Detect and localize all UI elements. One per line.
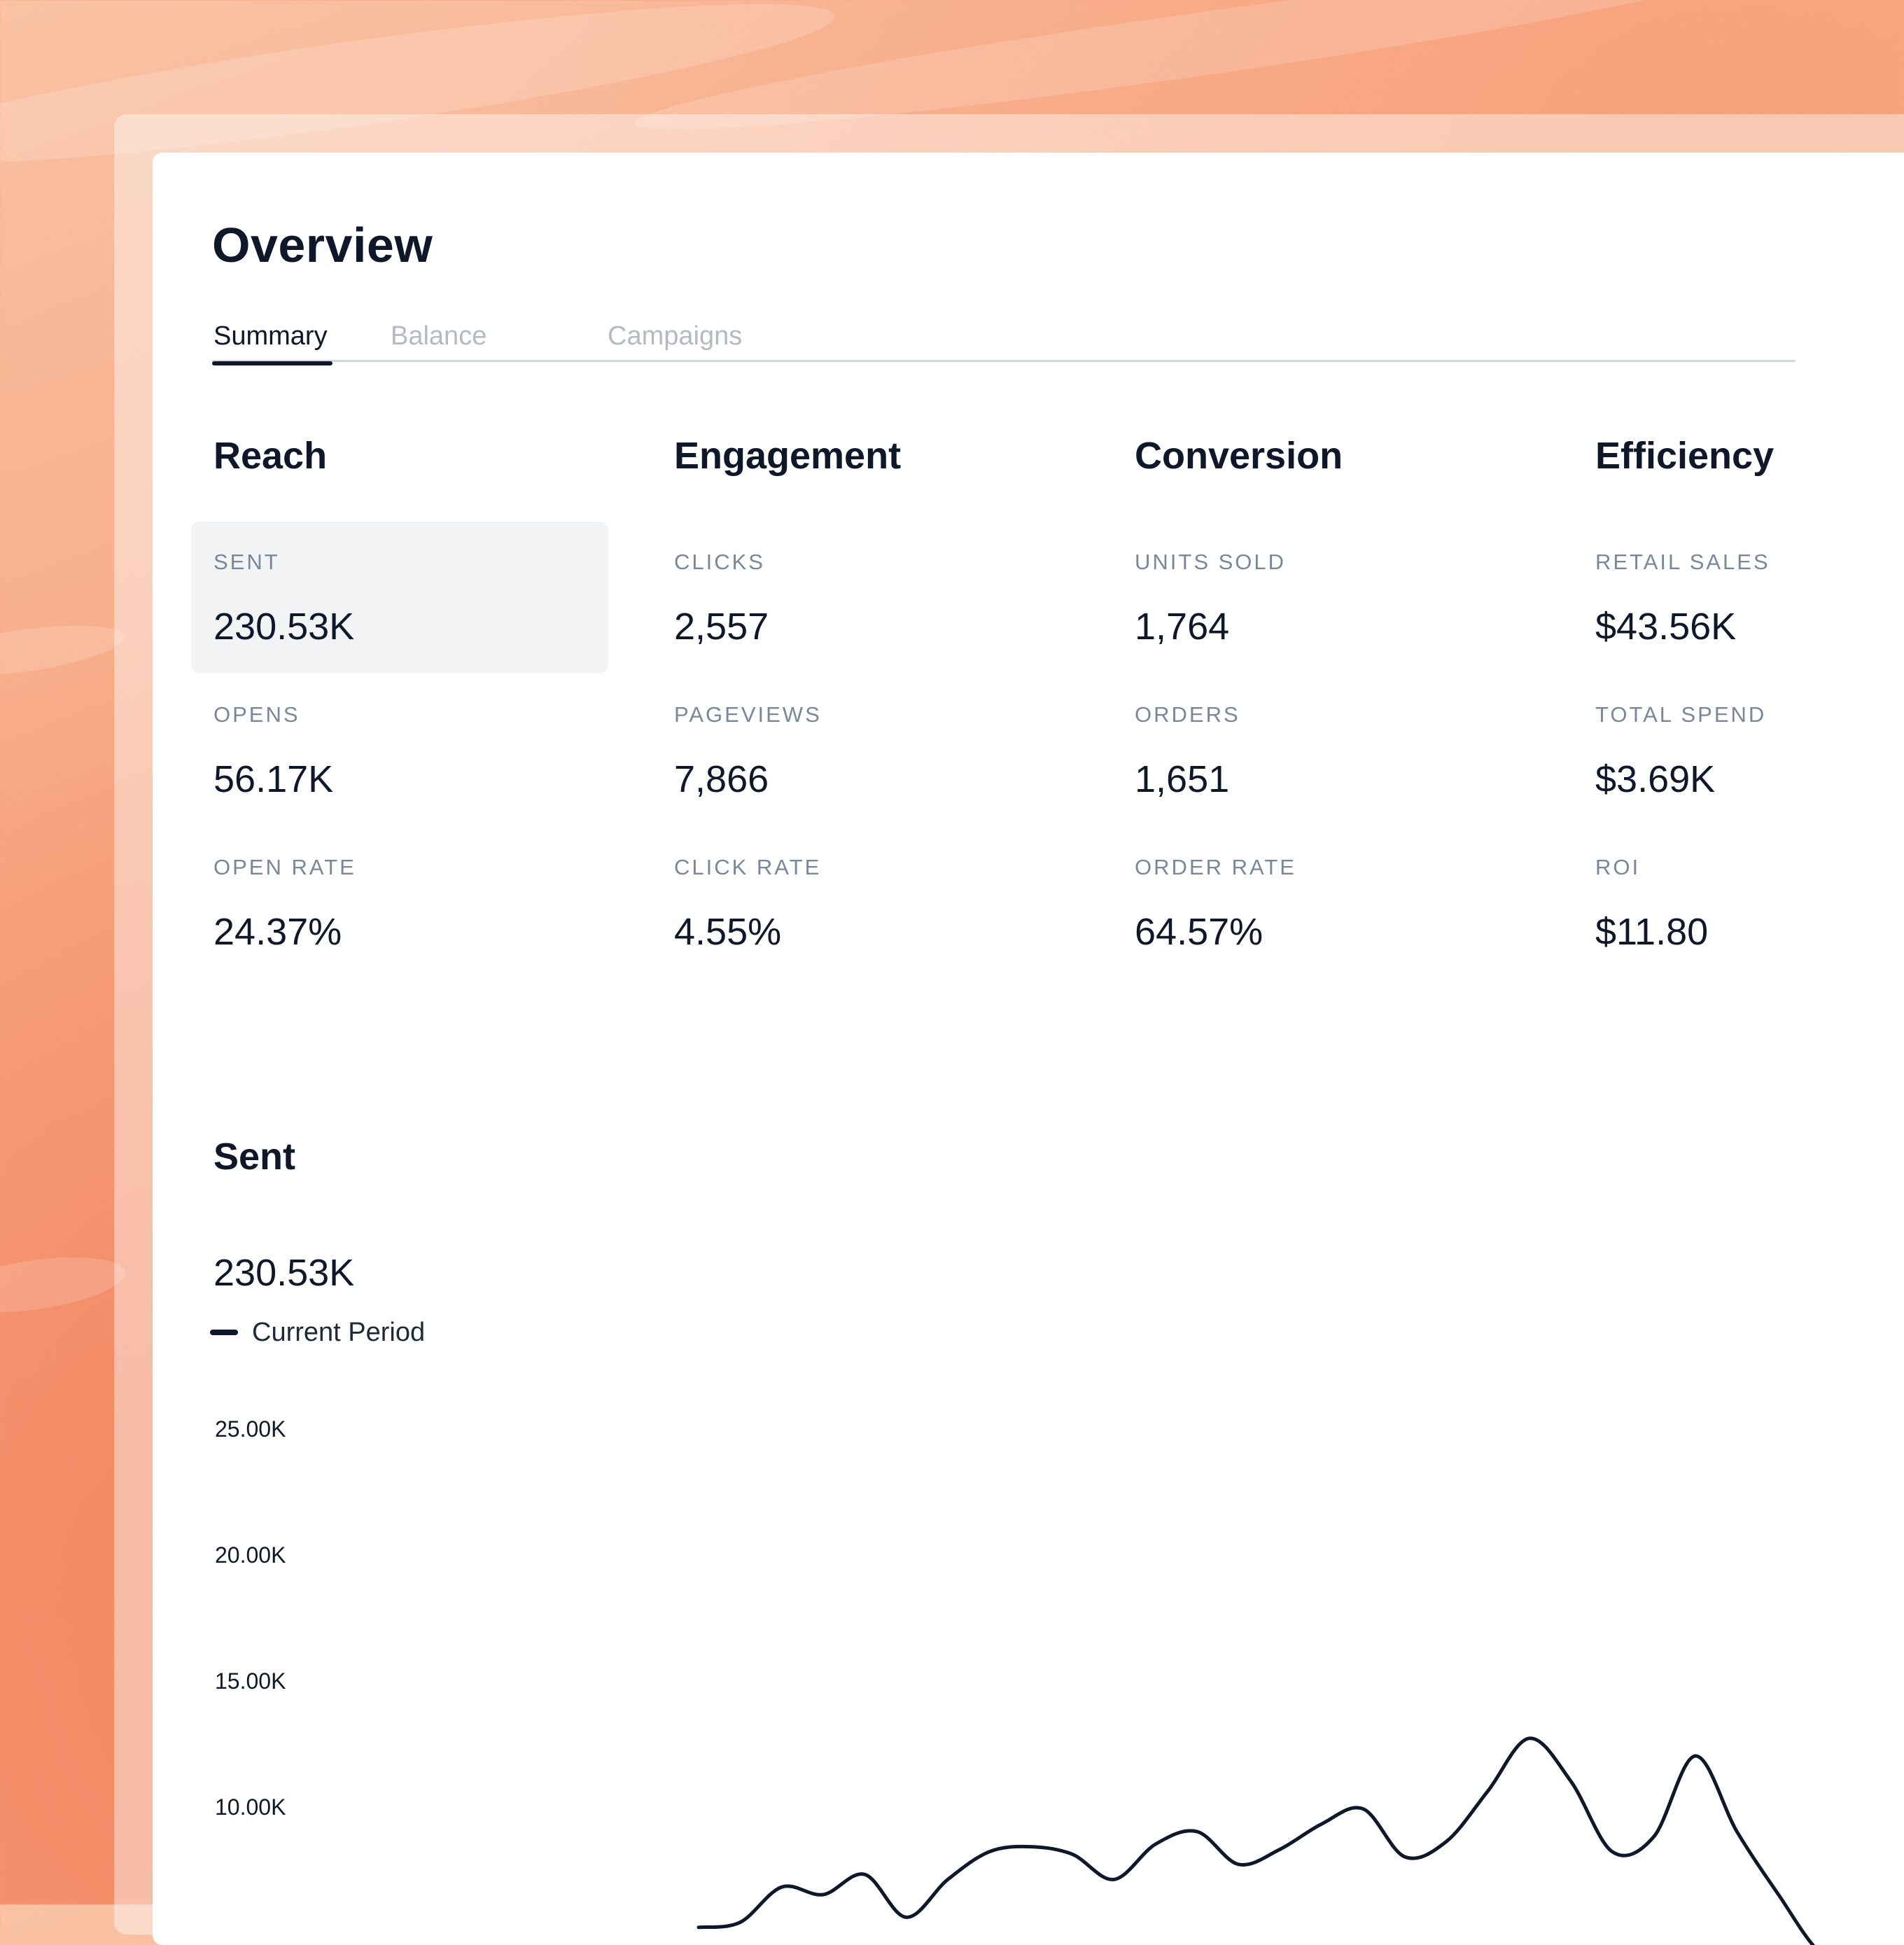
group-heading-engagement: Engagement	[674, 435, 902, 477]
metric-label: UNITS SOLD	[1135, 550, 1287, 574]
metric-card-retail-sales[interactable]: RETAIL SALES $43.56K	[1573, 522, 1904, 673]
metric-value: 56.17K	[214, 758, 334, 800]
legend-swatch	[210, 1330, 238, 1335]
metric-value: $43.56K	[1595, 606, 1737, 648]
y-tick-label: 25.00K	[215, 1416, 286, 1442]
metric-value: 1,764	[1135, 606, 1230, 648]
metric-label: PAGEVIEWS	[674, 702, 822, 727]
chart-title: Sent	[214, 1136, 296, 1178]
metric-label: CLICKS	[674, 550, 765, 574]
chart-legend[interactable]: Current Period	[210, 1315, 425, 1350]
metric-card-clicks[interactable]: CLICKS 2,557	[652, 522, 1069, 673]
metric-label: ORDER RATE	[1135, 855, 1296, 879]
group-heading-reach: Reach	[214, 435, 328, 477]
metric-value: $3.69K	[1595, 758, 1716, 800]
metric-card-roi[interactable]: ROI $11.80	[1573, 827, 1904, 978]
metric-value: 1,651	[1135, 758, 1230, 800]
tab-summary[interactable]: Summary	[214, 321, 328, 351]
metric-card-pageviews[interactable]: PAGEVIEWS 7,866	[652, 674, 1069, 825]
y-tick-label: 20.00K	[215, 1542, 286, 1568]
metric-label: RETAIL SALES	[1595, 550, 1770, 574]
group-heading-efficiency: Efficiency	[1595, 435, 1774, 477]
background-streak	[0, 1248, 129, 1322]
metric-value: 7,866	[674, 758, 769, 800]
metric-value: 2,557	[674, 606, 769, 648]
metric-label: ORDERS	[1135, 702, 1240, 727]
metric-value: 24.37%	[214, 911, 342, 953]
tab-bar: Summary Balance Campaigns	[212, 321, 1795, 362]
metric-label: TOTAL SPEND	[1595, 702, 1767, 727]
metric-card-click-rate[interactable]: CLICK RATE 4.55%	[652, 827, 1069, 978]
y-tick-label: 10.00K	[215, 1794, 286, 1820]
metric-label: ROI	[1595, 855, 1641, 879]
metric-value: 64.57%	[1135, 911, 1264, 953]
tab-balance[interactable]: Balance	[391, 321, 487, 351]
metric-label: OPEN RATE	[214, 855, 356, 879]
overview-panel: Overview Summary Balance Campaigns Reach…	[153, 153, 1904, 1945]
chart-total-value: 230.53K	[214, 1252, 355, 1294]
metric-card-units-sold[interactable]: UNITS SOLD 1,764	[1112, 522, 1530, 673]
active-tab-indicator	[212, 361, 332, 365]
tab-campaigns[interactable]: Campaigns	[608, 321, 743, 351]
metric-value: 230.53K	[214, 606, 355, 648]
group-heading-conversion: Conversion	[1135, 435, 1343, 477]
metric-card-orders[interactable]: ORDERS 1,651	[1112, 674, 1530, 825]
metric-card-open-rate[interactable]: OPEN RATE 24.37%	[191, 827, 608, 978]
metric-card-sent[interactable]: SENT 230.53K	[191, 522, 608, 673]
metric-label: CLICK RATE	[674, 855, 822, 879]
metric-card-order-rate[interactable]: ORDER RATE 64.57%	[1112, 827, 1530, 978]
background-streak	[0, 615, 128, 687]
legend-label: Current Period	[252, 1317, 426, 1347]
page-title: Overview	[212, 218, 433, 272]
metric-label: OPENS	[214, 702, 300, 727]
metric-card-opens[interactable]: OPENS 56.17K	[191, 674, 608, 825]
y-tick-label: 15.00K	[215, 1668, 286, 1694]
metric-value: $11.80	[1595, 911, 1709, 953]
series-line-current-period	[696, 1736, 1816, 1945]
line-chart: 25.00K 20.00K 15.00K 10.00K	[215, 1416, 1816, 1945]
metric-value: 4.55%	[674, 911, 782, 953]
metric-card-total-spend[interactable]: TOTAL SPEND $3.69K	[1573, 674, 1904, 825]
metric-label: SENT	[214, 550, 280, 574]
